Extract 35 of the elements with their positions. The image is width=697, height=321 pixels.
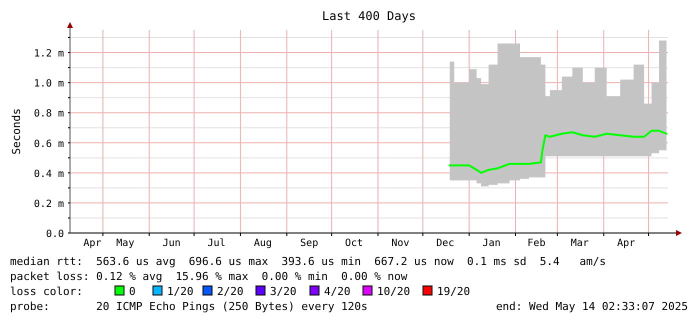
y-tick-label: 0.8 m (34, 108, 64, 120)
line-series (448, 130, 668, 174)
x-tick-label: Sep (300, 238, 318, 249)
y-tick-label: 0.6 m (34, 138, 64, 150)
y-tick-label: 0.4 m (34, 168, 64, 180)
x-tick-label: Feb (527, 238, 546, 249)
x-tick-label: Nov (391, 238, 410, 249)
text: end: Wed May 14 02:33:07 2025 (496, 300, 688, 313)
y-tick-label: 1.0 m (34, 78, 64, 90)
x-tick-label: Jul (207, 238, 226, 249)
text: 3/20 (270, 285, 296, 298)
text: 19/20 (437, 285, 470, 298)
y-tick-label: 0.2 m (34, 198, 64, 210)
x-tick-label: Oct (345, 238, 364, 249)
text: loss color: (10, 285, 83, 298)
text: 2/20 (217, 285, 244, 298)
text: 0 (129, 285, 136, 298)
y-axis-title: Seconds (10, 108, 23, 155)
text: probe: 20 ICMP Echo Pings (250 Bytes) every 120s (10, 300, 368, 313)
x-tick-label: Jan (482, 238, 501, 249)
x-tick-label: Apr (83, 238, 102, 249)
text: median rtt: 563.6 us avg 696.6 us max 393.6 us min 667.2 us now 0.1 ms sd 5.4 am/s (10, 255, 606, 268)
y-tick-label: 1.2 m (34, 48, 64, 60)
chart-title: Last 400 Days (322, 9, 416, 23)
x-tick-label: Jun (162, 238, 181, 249)
x-tick-label: Apr (617, 238, 636, 249)
x-tick-label: Dec (436, 238, 454, 249)
x-tick-label: Mar (570, 238, 589, 249)
x-tick-label: May (116, 238, 134, 249)
text: 1/20 (167, 285, 194, 298)
text: packet loss: 0.12 % avg 15.96 % max 0.00 % min 0.00 % now (10, 270, 408, 283)
y-tick-label: 0.0 (46, 229, 64, 240)
x-tick-label: Aug (254, 238, 272, 249)
text: 4/20 (324, 285, 350, 298)
text: 10/20 (377, 285, 410, 298)
